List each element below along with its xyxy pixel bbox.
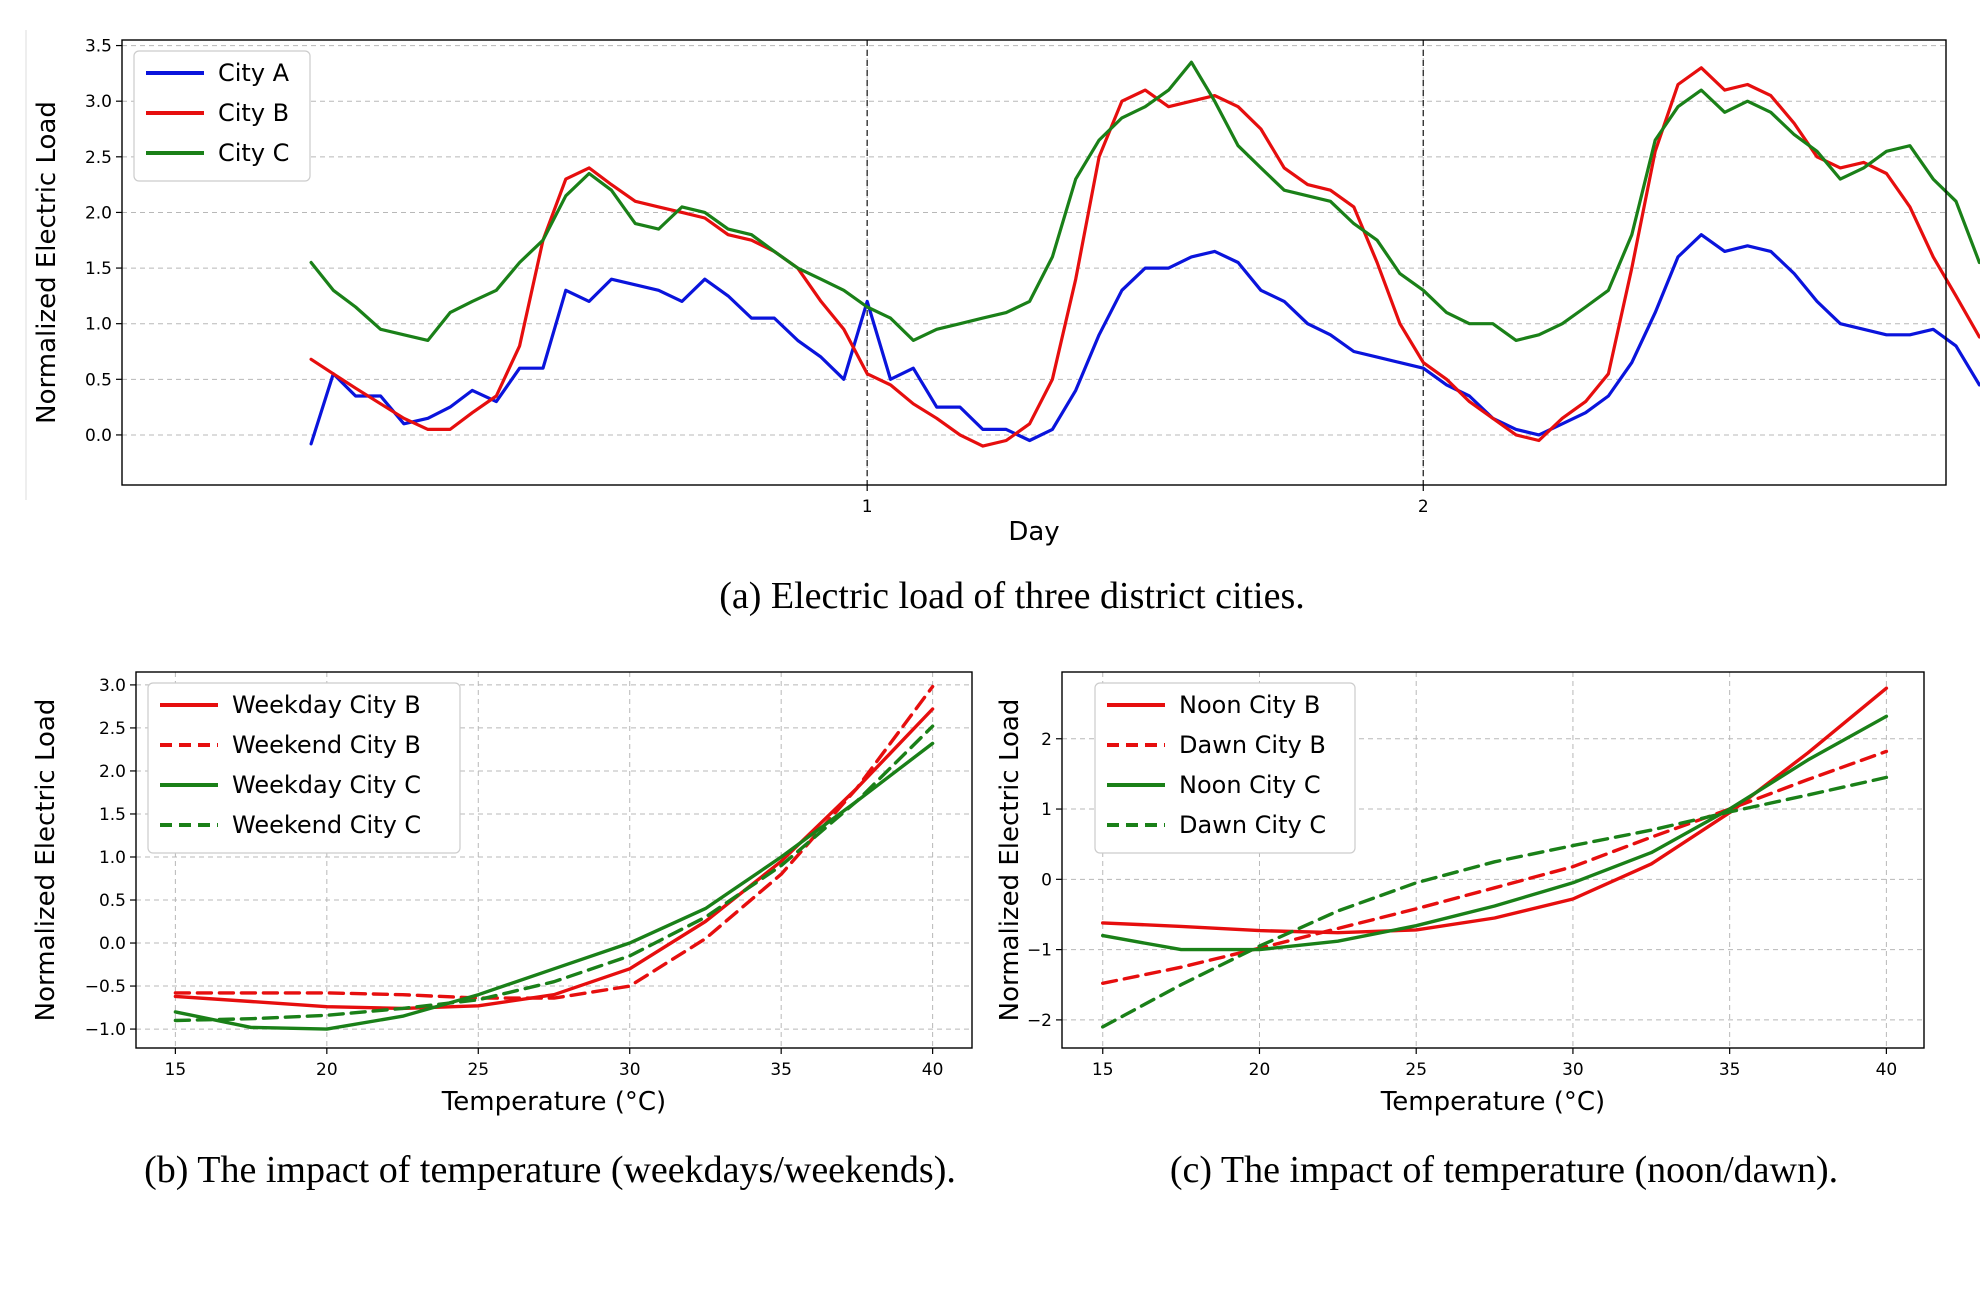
plot-frame [135,671,973,1049]
y-tick-label: 3.0 [99,676,126,696]
x-tick-label: 25 [1405,1060,1427,1080]
y-tick-label: 3.5 [85,37,112,57]
y-tick-label: −2 [1027,1011,1052,1031]
legend-label: Dawn City C [1179,811,1326,839]
legend-label: Weekday City B [232,691,421,719]
series-line-city-c [309,60,1980,342]
legend-label: Weekend City B [232,731,421,759]
legend-box [133,50,311,182]
figure-caption: (c) The impact of temperature (noon/dawn… [1170,1149,1838,1191]
x-tick-label: 40 [1876,1060,1898,1080]
x-tick-label: 1 [862,497,873,517]
y-tick-label: −1 [1027,941,1052,961]
x-tick-label: 15 [165,1060,187,1080]
legend-label: Dawn City B [1179,731,1326,759]
legend-label: Weekday City C [232,771,421,799]
y-tick-label: 1.0 [85,315,112,335]
legend-box [147,682,461,854]
y-tick-label: −0.5 [85,977,126,997]
x-tick-label: 35 [1719,1060,1741,1080]
y-axis-label: Normalized Electric Load [31,699,61,1022]
x-tick-label: 15 [1092,1060,1114,1080]
y-tick-label: 3.0 [85,92,112,112]
series-line-weekday-city-c [173,741,935,1031]
plot-frame [1061,671,1925,1049]
legend-box [1094,682,1356,854]
x-axis-label: Temperature (°C) [441,1087,666,1117]
x-tick-label: 30 [1562,1060,1584,1080]
x-tick-label: 35 [770,1060,792,1080]
legend-label: City A [218,59,290,87]
x-tick-label: 25 [467,1060,489,1080]
y-tick-label: 2.5 [99,719,126,739]
legend-label: Noon City C [1179,771,1321,799]
y-tick-label: −1.0 [85,1020,126,1040]
x-tick-label: 20 [316,1060,338,1080]
series-line-weekend-city-c [173,724,935,1023]
y-axis-label: Normalized Electric Load [32,101,62,424]
x-tick-label: 20 [1249,1060,1271,1080]
y-tick-label: 2.0 [85,203,112,223]
series-line-dawn-city-b [1100,749,1889,985]
x-tick-label: 30 [619,1060,641,1080]
y-tick-label: 1.5 [99,805,126,825]
y-tick-label: 1 [1041,800,1052,820]
series-line-noon-city-c [1100,714,1889,952]
y-tick-label: 1.0 [99,848,126,868]
legend-label: Noon City B [1179,691,1320,719]
legend-label: Weekend City C [232,811,421,839]
y-tick-label: 2.0 [99,762,126,782]
series-line-dawn-city-c [1100,775,1889,1029]
plot-frame [121,39,1947,486]
y-tick-label: 0.0 [99,934,126,954]
figure-caption: (a) Electric load of three district citi… [719,575,1305,617]
x-tick-label: 2 [1418,497,1429,517]
x-tick-label: 40 [922,1060,944,1080]
series-line-city-b [309,66,1980,448]
y-tick-label: 1.5 [85,259,112,279]
y-tick-label: 2 [1041,730,1052,750]
y-tick-label: 2.5 [85,148,112,168]
y-tick-label: 0.0 [85,426,112,446]
y-tick-label: 0 [1041,870,1052,890]
x-axis-label: Temperature (°C) [1380,1087,1605,1117]
y-tick-label: 0.5 [85,370,112,390]
legend-label: City C [218,139,289,167]
figure-caption: (b) The impact of temperature (weekdays/… [144,1149,956,1191]
y-tick-label: 0.5 [99,891,126,911]
series-line-city-a [309,233,1980,446]
x-axis-label: Day [1008,517,1059,547]
legend-label: City B [218,99,289,127]
y-axis-label: Normalized Electric Load [995,699,1025,1022]
